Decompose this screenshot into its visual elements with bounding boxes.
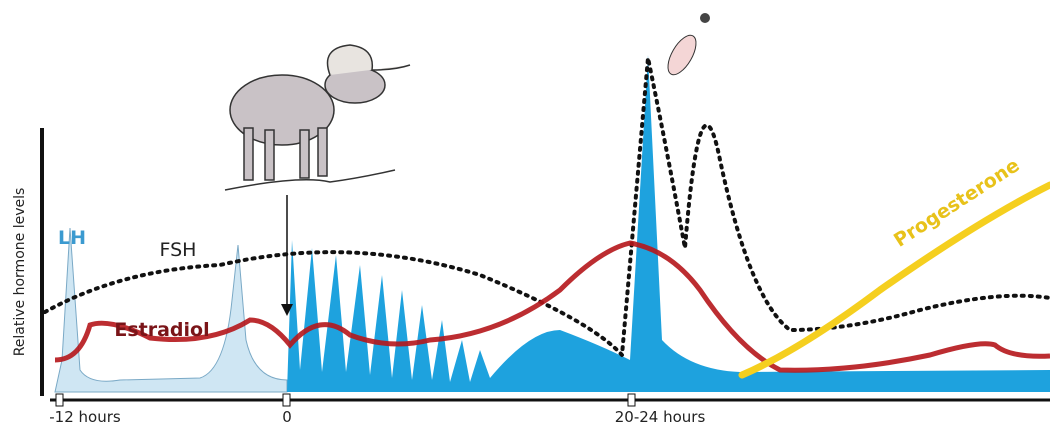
- curve-label: Estradiol: [114, 319, 209, 341]
- tick: [628, 394, 635, 406]
- ram-illustration: [225, 45, 410, 190]
- curve-label: FSH: [160, 239, 197, 261]
- fsh-curve: [45, 58, 1050, 355]
- y-axis-label: Relative hormone levels: [12, 188, 28, 357]
- tick: [283, 394, 290, 406]
- curve-label: LH: [58, 227, 86, 249]
- x-label: 20-24 hours: [615, 408, 706, 426]
- progesterone-curve: [742, 185, 1050, 375]
- x-label: 0: [282, 408, 292, 426]
- diagram: Relative hormone levels -12 hours 0 20-2…: [0, 0, 1050, 429]
- egg-icon: [662, 13, 710, 79]
- tick: [56, 394, 63, 406]
- x-label: -12 hours: [49, 408, 121, 426]
